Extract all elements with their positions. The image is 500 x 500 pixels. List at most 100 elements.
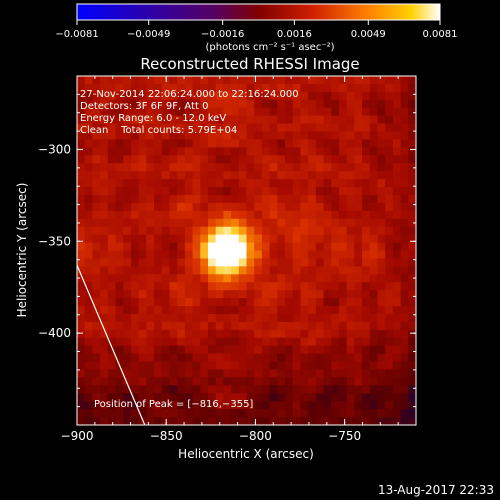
heatmap-cell xyxy=(362,250,371,260)
heatmap-cell xyxy=(177,298,186,307)
heatmap-cell xyxy=(192,417,201,425)
heatmap-cell xyxy=(346,76,355,85)
heatmap-cell xyxy=(269,345,278,355)
heatmap-cell xyxy=(338,258,348,267)
heatmap-cell xyxy=(107,250,117,260)
heatmap-cell xyxy=(200,385,209,394)
heatmap-cell xyxy=(146,353,155,363)
heatmap-cell xyxy=(154,163,163,172)
heatmap-cell xyxy=(400,337,409,347)
heatmap-cell xyxy=(323,218,332,228)
heatmap-cell xyxy=(92,210,101,220)
heatmap-cell xyxy=(200,409,209,418)
heatmap-cell xyxy=(269,250,278,260)
heatmap-cell xyxy=(408,401,416,410)
heatmap-cell xyxy=(331,298,340,307)
heatmap-cell xyxy=(308,210,317,220)
heatmap-cell xyxy=(408,179,416,188)
heatmap-cell xyxy=(285,123,294,133)
heatmap-cell xyxy=(192,393,201,402)
heatmap-cell xyxy=(285,353,294,363)
heatmap-cell xyxy=(130,282,140,291)
heatmap-cell xyxy=(200,313,209,323)
heatmap-cell xyxy=(192,321,201,331)
heatmap-cell xyxy=(254,155,263,164)
heatmap-cell xyxy=(123,242,132,252)
heatmap-cell xyxy=(215,107,224,117)
heatmap-cell xyxy=(161,250,171,260)
heatmap-cell xyxy=(392,218,402,228)
heatmap-cell xyxy=(215,329,224,339)
heatmap-cell xyxy=(400,329,409,339)
heatmap-cell xyxy=(146,369,155,379)
heatmap-cell xyxy=(408,99,416,109)
heatmap-cell xyxy=(77,417,86,425)
heatmap-cell xyxy=(331,155,340,164)
heatmap-cell xyxy=(184,76,194,85)
heatmap-cell xyxy=(277,83,286,93)
heatmap-cell xyxy=(246,250,255,260)
heatmap-cell xyxy=(277,385,286,394)
heatmap-cell xyxy=(169,123,178,133)
heatmap-cell xyxy=(238,139,248,148)
heatmap-cell xyxy=(115,274,124,283)
heatmap-cell xyxy=(408,385,416,394)
heatmap-cell xyxy=(184,107,194,117)
heatmap-cell xyxy=(346,321,355,331)
heatmap-cell xyxy=(300,409,309,418)
heatmap-cell xyxy=(362,218,371,228)
heatmap-cell xyxy=(392,274,402,283)
heatmap-cell xyxy=(308,139,317,148)
heatmap-cell xyxy=(285,107,294,117)
heatmap-cell xyxy=(161,313,171,323)
heatmap-cell xyxy=(331,266,340,275)
heatmap-cell xyxy=(231,171,240,180)
heatmap-cell xyxy=(84,76,94,85)
heatmap-cell xyxy=(215,258,224,267)
heatmap-cell xyxy=(400,123,409,133)
heatmap-cell xyxy=(315,385,325,394)
heatmap-cell xyxy=(207,353,217,363)
heatmap-cell xyxy=(146,171,155,180)
heatmap-cell xyxy=(107,306,117,315)
heatmap-cell xyxy=(315,76,325,85)
heatmap-cell xyxy=(362,313,371,323)
heatmap-cell xyxy=(261,274,271,283)
heatmap-cell xyxy=(154,242,163,252)
heatmap-cell xyxy=(408,258,416,267)
y-axis-ticks: −300−350−400 xyxy=(38,75,416,426)
heatmap-cell xyxy=(308,131,317,141)
heatmap-cell xyxy=(369,179,379,188)
heatmap-cell xyxy=(400,401,409,410)
heatmap-cell xyxy=(154,171,163,180)
heatmap-cell xyxy=(184,337,194,347)
limb-line xyxy=(77,264,146,425)
heatmap-cell xyxy=(207,313,217,323)
heatmap-cell xyxy=(231,155,240,164)
heatmap-cell xyxy=(146,377,155,386)
heatmap-cell xyxy=(84,234,94,244)
heatmap-cell xyxy=(84,282,94,291)
heatmap-cell xyxy=(331,313,340,323)
heatmap-cell xyxy=(254,321,263,331)
heatmap-cell xyxy=(207,202,217,212)
heatmap-cell xyxy=(223,361,232,371)
heatmap-cell xyxy=(277,361,286,371)
heatmap-cell xyxy=(315,99,325,109)
heatmap-cell xyxy=(100,147,109,156)
heatmap-cell xyxy=(161,163,171,172)
heatmap-cell xyxy=(292,306,302,315)
heatmap-cell xyxy=(385,139,394,148)
heatmap-cell xyxy=(169,171,178,180)
heatmap-cell xyxy=(323,274,332,283)
heatmap-cell xyxy=(130,107,140,117)
heatmap-cell xyxy=(292,417,302,425)
heatmap-cell xyxy=(346,99,355,109)
heatmap-cell xyxy=(223,123,232,133)
heatmap-cell xyxy=(184,139,194,148)
heatmap-cell xyxy=(377,171,386,180)
heatmap-cell xyxy=(238,131,248,141)
heatmap-cell xyxy=(200,218,209,228)
heatmap-cell xyxy=(169,266,178,275)
heatmap-cell xyxy=(269,306,278,315)
